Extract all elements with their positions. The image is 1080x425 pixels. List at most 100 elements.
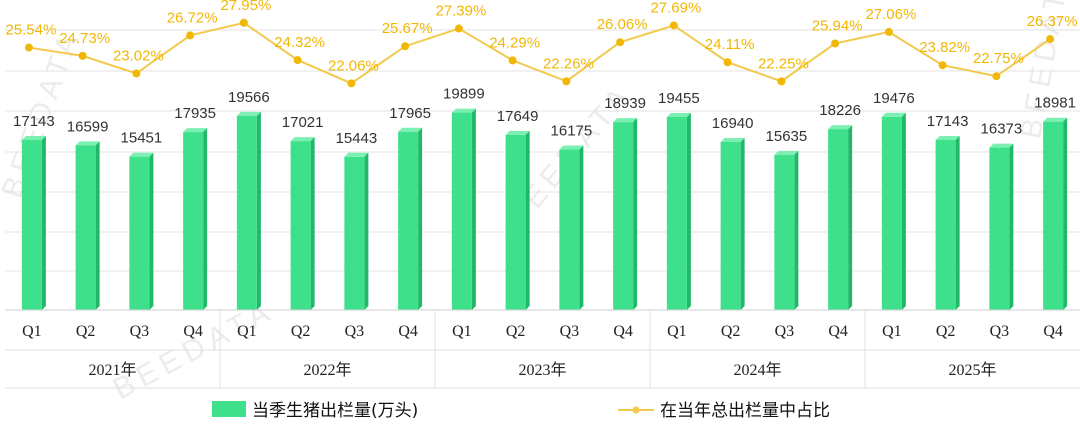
share-value-labels: 25.54% 24.73%23.02% 26.72%27.95% 24.32%22.0… bbox=[5, 0, 1077, 74]
share-point bbox=[239, 18, 248, 27]
bar-side bbox=[525, 130, 530, 310]
share-value-label: 22.25% bbox=[758, 55, 809, 72]
bar-value-label: 19566 bbox=[228, 89, 270, 106]
bar-top bbox=[236, 111, 261, 116]
bar-side bbox=[364, 152, 369, 310]
share-value-label: 22.26% bbox=[543, 55, 594, 72]
bar-value-label: 16175 bbox=[551, 123, 593, 140]
bar-top bbox=[1043, 117, 1068, 122]
bar-side bbox=[95, 141, 100, 310]
x-axis: Q1 Q2 Q3 Q4 Q1 Q2 Q3 Q4 Q1 Q2 Q3 Q4 Q1 Q2 Q3 Q4 Q1 Q2 Q3 Q4… bbox=[5, 309, 1080, 389]
share-point bbox=[508, 56, 517, 65]
bar-value-label: 15443 bbox=[336, 130, 378, 147]
x-tick-label: Q2 bbox=[76, 323, 96, 340]
x-tick-label: Q3 bbox=[560, 323, 580, 340]
share-value-label: 26.06% bbox=[597, 16, 648, 33]
bar-value-label: 17143 bbox=[13, 113, 55, 130]
x-group-label: 2025年 bbox=[948, 361, 996, 379]
bar-top bbox=[828, 125, 853, 130]
bar-side bbox=[686, 113, 691, 310]
bar-value-label: 18981 bbox=[1034, 95, 1076, 112]
bar bbox=[505, 134, 526, 310]
bar-value-label: 15451 bbox=[121, 130, 163, 147]
bar-top bbox=[613, 118, 638, 123]
legend: 当季生猪出栏量(万头) 在当年总出栏量中占比 bbox=[212, 401, 830, 421]
x-tick-label: Q3 bbox=[990, 323, 1010, 340]
share-line bbox=[24, 18, 1055, 88]
bar-side bbox=[579, 145, 584, 310]
bar bbox=[935, 139, 956, 310]
x-tick-label: Q2 bbox=[936, 323, 956, 340]
legend-bar-swatch bbox=[212, 401, 246, 417]
bar-top bbox=[881, 112, 906, 117]
bar-side bbox=[848, 125, 853, 310]
bar bbox=[398, 131, 419, 310]
bar bbox=[290, 141, 311, 310]
share-value-label: 24.11% bbox=[705, 36, 755, 53]
bar bbox=[451, 112, 472, 310]
bar bbox=[666, 117, 687, 310]
bar-side bbox=[471, 108, 476, 310]
bar-side bbox=[1009, 143, 1014, 310]
x-tick-label: Q2 bbox=[721, 323, 741, 340]
bar-top bbox=[666, 113, 691, 118]
bar-value-label: 16599 bbox=[67, 118, 109, 135]
x-tick-label: Q4 bbox=[183, 323, 203, 340]
x-tick-label: Q4 bbox=[398, 323, 418, 340]
bar-top bbox=[21, 135, 46, 140]
bar-top bbox=[559, 145, 584, 150]
x-group-label: 2022年 bbox=[303, 361, 351, 379]
share-value-label: 27.95% bbox=[220, 0, 271, 14]
share-value-label: 22.06% bbox=[328, 57, 379, 74]
bar-value-label: 16373 bbox=[981, 121, 1023, 138]
legend-line-label: 在当年总出栏量中占比 bbox=[660, 401, 830, 421]
bar bbox=[344, 156, 365, 310]
x-group-label: 2024年 bbox=[733, 361, 781, 379]
bar-top bbox=[505, 130, 530, 135]
bar bbox=[774, 154, 795, 310]
bar-side bbox=[310, 137, 315, 310]
bar bbox=[21, 139, 42, 310]
share-point bbox=[562, 77, 571, 86]
share-value-label: 26.37% bbox=[1027, 13, 1078, 30]
share-value-label: 27.06% bbox=[865, 6, 916, 23]
share-value-label: 24.32% bbox=[274, 34, 325, 51]
bar bbox=[720, 141, 741, 310]
bar-side bbox=[794, 150, 799, 310]
x-tick-label: Q1 bbox=[452, 323, 472, 340]
share-value-label: 24.29% bbox=[489, 34, 540, 51]
bar-top bbox=[398, 127, 423, 132]
share-value-label: 23.82% bbox=[919, 39, 970, 56]
bar-top bbox=[451, 108, 476, 113]
bar-side bbox=[955, 135, 960, 310]
share-value-label: 27.69% bbox=[650, 0, 701, 16]
share-point bbox=[1046, 35, 1055, 44]
bar bbox=[828, 129, 849, 310]
x-tick-label: Q3 bbox=[775, 323, 795, 340]
bar-side bbox=[203, 128, 208, 310]
bar-value-label: 17143 bbox=[927, 113, 969, 130]
bar-value-label: 17649 bbox=[497, 108, 539, 125]
share-value-label: 23.02% bbox=[113, 47, 164, 64]
share-point bbox=[669, 21, 678, 30]
bar-top bbox=[183, 128, 208, 133]
x-tick-label: Q3 bbox=[345, 323, 365, 340]
x-group-label: 2021年 bbox=[88, 361, 136, 379]
share-point bbox=[24, 43, 33, 52]
share-point bbox=[132, 69, 141, 78]
bars bbox=[21, 108, 1068, 311]
bar bbox=[881, 116, 902, 310]
share-point bbox=[78, 51, 87, 60]
share-value-label: 25.54% bbox=[5, 22, 56, 39]
share-value-label: 25.94% bbox=[812, 17, 863, 34]
bar-value-label: 17935 bbox=[174, 105, 216, 122]
share-value-label: 24.73% bbox=[59, 30, 110, 47]
x-tick-label: Q1 bbox=[237, 323, 257, 340]
x-tick-label: Q1 bbox=[667, 323, 687, 340]
bar-top bbox=[129, 152, 154, 157]
share-point bbox=[723, 58, 732, 67]
bar-value-label: 19476 bbox=[873, 90, 915, 107]
x-tick-label: Q1 bbox=[22, 323, 42, 340]
share-value-label: 25.67% bbox=[382, 20, 433, 37]
bar-top bbox=[720, 137, 745, 142]
